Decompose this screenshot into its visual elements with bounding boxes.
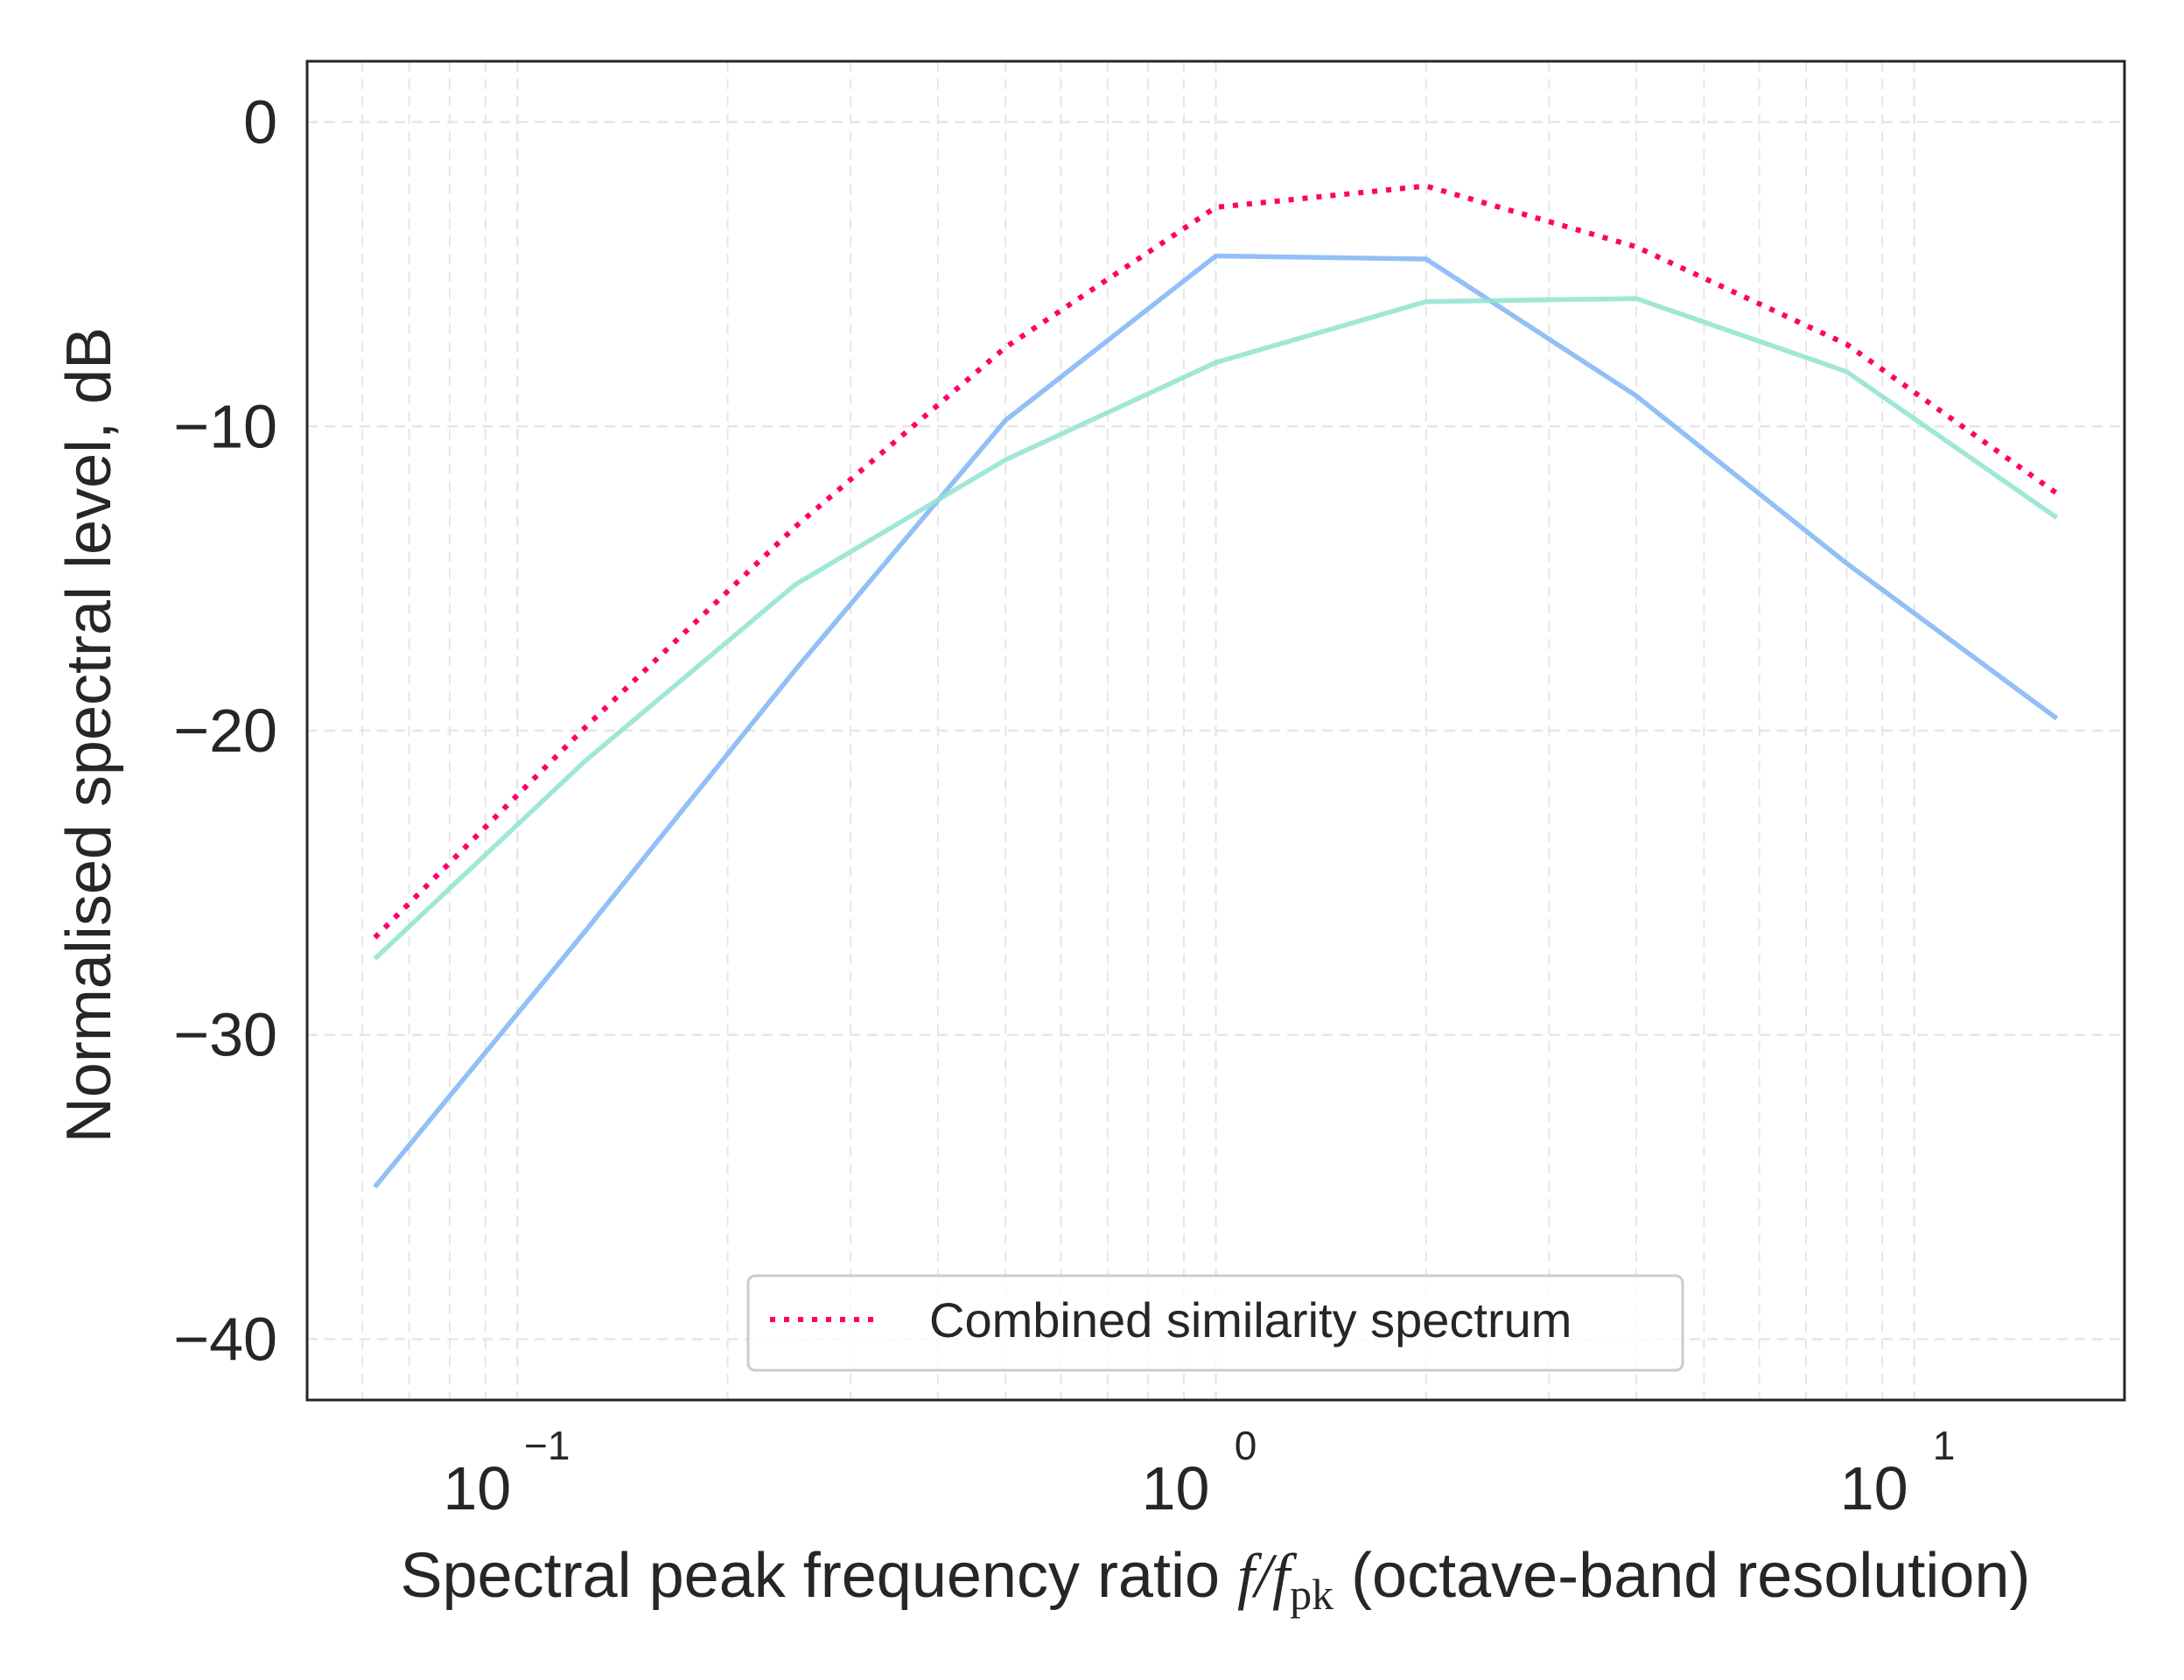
y-tick-label: −20 bbox=[173, 696, 277, 765]
x-tick-group: 10 −1 10 0 10 1 bbox=[443, 1423, 1955, 1522]
legend-box bbox=[746, 1274, 1684, 1372]
grid bbox=[306, 61, 2125, 1400]
x-axis-label: Spectral peak frequency ratio f/fpk (oct… bbox=[400, 1541, 2030, 1619]
y-tick-group: 0 −10 −20 −30 −40 bbox=[173, 88, 277, 1374]
y-tick-label: −30 bbox=[173, 1001, 277, 1069]
legend-label-combined: Combined similarity spectrum bbox=[929, 1292, 1572, 1348]
y-tick-label: −40 bbox=[173, 1305, 277, 1373]
y-axis-label: Normalised spectral level, dB bbox=[54, 327, 124, 1143]
series-line-2 bbox=[373, 296, 2059, 961]
y-tick-label: 0 bbox=[243, 88, 277, 157]
x-tick-label: 10 bbox=[1840, 1454, 1908, 1522]
x-tick-label: 10 bbox=[443, 1454, 511, 1522]
legend: Combined similarity spectrum bbox=[746, 1274, 1684, 1372]
x-tick-exponent: 1 bbox=[1933, 1423, 1956, 1468]
x-tick-exponent: 0 bbox=[1235, 1423, 1257, 1468]
y-tick-label: −10 bbox=[173, 392, 277, 460]
x-tick-label: 10 bbox=[1142, 1454, 1210, 1522]
series-line-1 bbox=[373, 253, 2059, 1189]
x-tick-exponent: −1 bbox=[524, 1423, 570, 1468]
series-layer bbox=[373, 183, 2059, 1189]
series-line-0 bbox=[373, 183, 2059, 940]
plot-frame bbox=[305, 60, 2126, 1402]
